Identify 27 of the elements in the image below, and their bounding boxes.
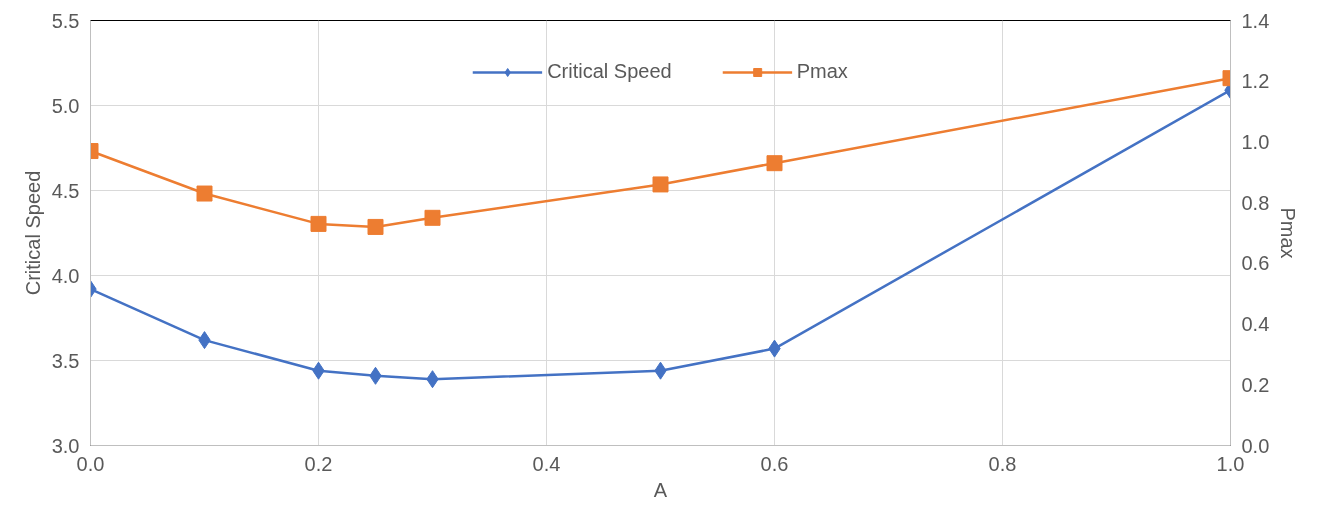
point: [196, 185, 213, 202]
y2-tick-label: 1.0: [1241, 130, 1270, 153]
point: [766, 155, 783, 172]
y2-tick-label: 0.2: [1241, 373, 1270, 396]
legend-label: Critical Speed: [547, 60, 672, 83]
x-axis-title: A: [653, 478, 668, 501]
legend-label: Pmax: [796, 60, 848, 83]
x-tick-label: 0.4: [532, 452, 561, 475]
x-tick-label: 0.6: [760, 452, 789, 475]
y-tick-label: 3.5: [51, 349, 80, 372]
point: [424, 209, 441, 226]
y-axis-title: Critical Speed: [21, 170, 44, 296]
y-tick-label: 5.5: [51, 9, 80, 32]
y2-tick-label: 0.4: [1241, 313, 1270, 336]
y2-tick-label: 1.2: [1241, 70, 1270, 93]
y2-tick-label: 0.8: [1241, 191, 1270, 214]
y2-tick-label: 1.4: [1241, 9, 1270, 32]
y-tick-label: 4.5: [51, 179, 80, 202]
point: [310, 215, 327, 232]
x-tick-label: 0.2: [304, 452, 333, 475]
point: [367, 218, 384, 235]
y2-axis-title: Pmax: [1277, 207, 1300, 259]
y-tick-label: 5.0: [51, 94, 80, 117]
x-tick-label: 0.8: [988, 452, 1017, 475]
point: [652, 176, 669, 193]
y-tick-label: 4.0: [51, 264, 80, 287]
y2-tick-label: 0.6: [1241, 252, 1270, 275]
